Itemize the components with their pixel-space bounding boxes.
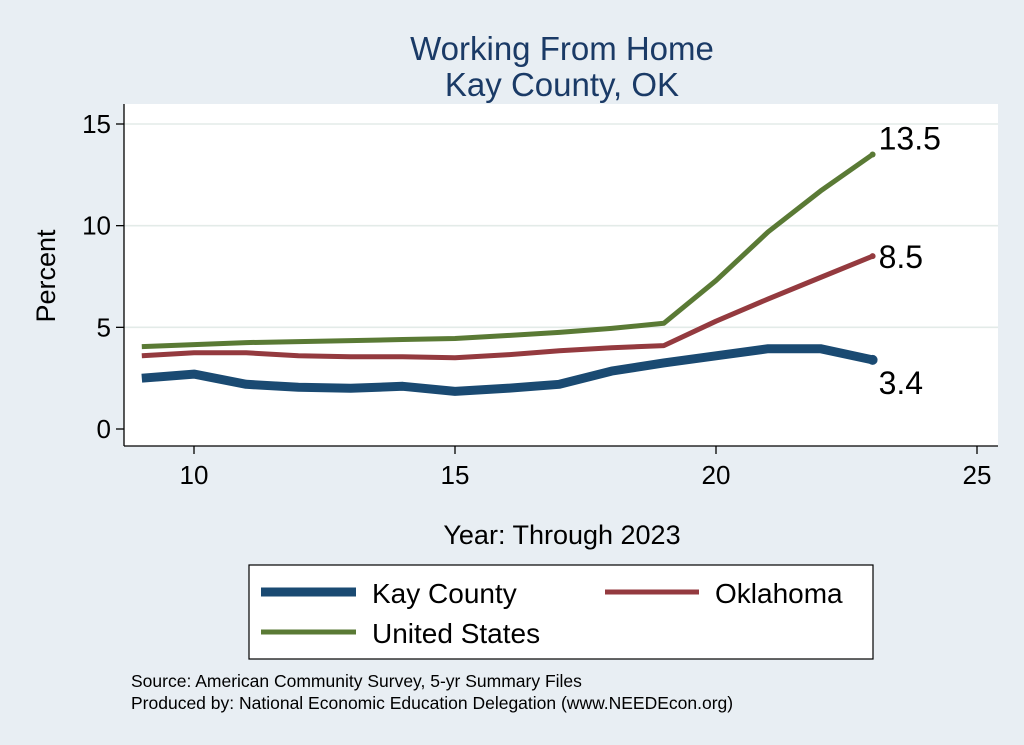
legend-label-united-states: United States	[372, 618, 540, 649]
series-line-oklahoma	[141, 253, 874, 361]
chart-title: Working From Home	[410, 30, 714, 67]
x-axis-title: Year: Through 2023	[443, 520, 680, 550]
end-label-oklahoma: 8.5	[879, 239, 923, 275]
legend: Kay County Oklahoma United States	[248, 564, 874, 660]
end-label-kay-county: 3.4	[879, 365, 923, 401]
y-tick-label-15: 15	[82, 109, 111, 139]
series-line-kay-county	[141, 344, 874, 396]
legend-label-kay-county: Kay County	[372, 578, 517, 609]
produced-by-note: Produced by: National Economic Education…	[131, 693, 733, 713]
series-line-united-states	[141, 152, 875, 350]
y-tick-label-5: 5	[97, 312, 111, 342]
x-tick-label-15: 15	[441, 460, 470, 490]
source-note: Source: American Community Survey, 5-yr …	[131, 671, 582, 691]
x-tick-label-20: 20	[702, 460, 731, 490]
end-marker-kay-county	[867, 354, 878, 365]
y-axis-title: Percent	[31, 229, 61, 323]
series-lines	[141, 151, 878, 396]
x-tick-label-25: 25	[963, 460, 992, 490]
chart-subtitle: Kay County, OK	[445, 66, 679, 103]
plot-area	[124, 104, 998, 446]
end-marker-united-states	[869, 151, 876, 158]
end-marker-oklahoma	[869, 253, 876, 260]
y-tick-label-10: 10	[82, 211, 111, 241]
axes: 0 5 10 15 10 15 20 25	[82, 104, 998, 490]
gridlines	[124, 123, 998, 329]
y-tick-label-0: 0	[97, 414, 111, 444]
x-tick-label-10: 10	[180, 460, 209, 490]
end-label-united-states: 13.5	[879, 121, 941, 157]
legend-label-oklahoma: Oklahoma	[715, 578, 843, 609]
legend-box	[248, 564, 874, 660]
end-labels: 3.4 8.5 13.5	[879, 121, 941, 401]
